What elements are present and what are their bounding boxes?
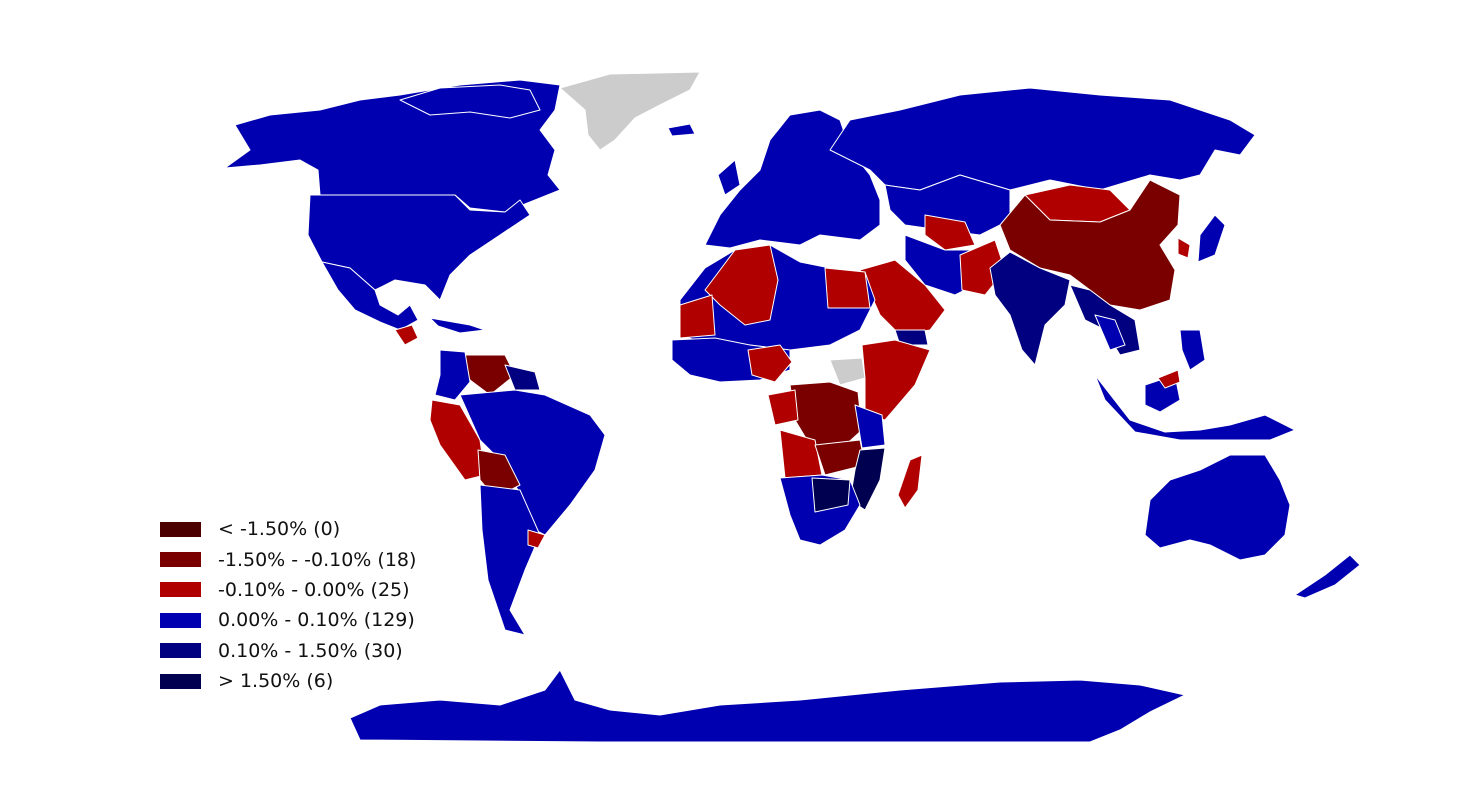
legend-item: 0.10% - 1.50% (30)	[160, 636, 480, 666]
legend-label: 0.10% - 1.50% (30)	[218, 639, 403, 662]
region-guianas	[504, 364, 541, 391]
region-east-africa	[861, 339, 931, 421]
legend-label: < -1.50% (0)	[218, 518, 341, 541]
legend-swatch	[160, 552, 201, 568]
region-mexico	[321, 261, 419, 331]
region-southern-cone	[479, 484, 541, 636]
legend-item: < -1.50% (0)	[160, 514, 480, 544]
region-korea	[1177, 237, 1191, 259]
region-mauritania	[679, 294, 716, 339]
region-nigeria	[747, 344, 793, 383]
region-australia	[1144, 454, 1291, 561]
region-colombia	[434, 349, 471, 401]
legend-label: -1.50% - -0.10% (18)	[218, 548, 417, 571]
legend-swatch	[160, 521, 201, 537]
legend-label: -0.10% - 0.00% (25)	[218, 578, 410, 601]
region-thailand	[1094, 314, 1126, 351]
region-central-africa	[789, 381, 863, 451]
region-tanzania	[854, 404, 886, 449]
legend-item: > 1.50% (6)	[160, 666, 480, 696]
region-japan	[1197, 214, 1226, 263]
region-mozambique	[849, 447, 886, 511]
region-uruguay	[527, 529, 546, 549]
legend-item: -1.50% - -0.10% (18)	[160, 544, 480, 574]
region-south-sudan	[829, 357, 866, 386]
region-new-zealand	[1294, 554, 1361, 599]
region-uk	[717, 159, 741, 196]
region-saudi-arabia	[859, 259, 946, 336]
region-malaysia	[1157, 369, 1181, 389]
legend-swatch	[160, 643, 201, 659]
region-greenland	[559, 71, 701, 151]
map-legend: < -1.50% (0) -1.50% - -0.10% (18) -0.10%…	[160, 514, 480, 696]
region-arctic-islands	[399, 84, 541, 119]
legend-label: > 1.50% (6)	[218, 670, 334, 693]
region-central-asia	[884, 174, 1011, 236]
region-peru	[429, 399, 486, 481]
legend-swatch	[160, 673, 201, 689]
region-zimbabwe	[811, 477, 851, 513]
legend-item: -0.10% - 0.00% (25)	[160, 575, 480, 605]
legend-swatch	[160, 612, 201, 628]
region-egypt	[824, 267, 871, 309]
legend-label: 0.00% - 0.10% (129)	[218, 609, 415, 632]
legend-swatch	[160, 582, 201, 598]
region-caribbean	[429, 317, 486, 334]
region-yemen	[894, 329, 929, 346]
legend-item: 0.00% - 0.10% (129)	[160, 605, 480, 635]
region-iceland	[667, 123, 696, 137]
region-algeria	[704, 244, 779, 326]
region-china	[999, 179, 1181, 311]
region-india	[989, 251, 1071, 366]
region-antarctica	[349, 669, 1186, 743]
region-gabon-congo	[767, 389, 799, 426]
region-turkmenistan	[924, 214, 976, 251]
region-russia	[829, 87, 1256, 191]
region-philippines	[1179, 329, 1206, 371]
region-central-america	[394, 324, 419, 346]
region-indonesia	[1094, 374, 1296, 441]
region-madagascar	[897, 454, 923, 509]
